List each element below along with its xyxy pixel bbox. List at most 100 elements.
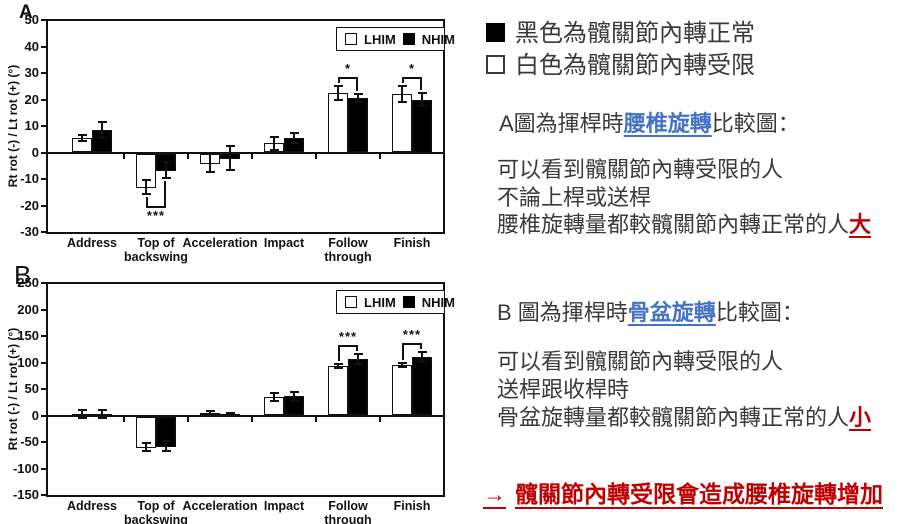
legend-swatch-lhim xyxy=(345,296,357,308)
chart-b-bar-LHIM-4 xyxy=(328,366,348,416)
chart-b-x-tick-mark xyxy=(315,415,317,422)
chart-a-error-bar xyxy=(209,153,211,173)
chart-a-error-bar xyxy=(421,92,423,107)
chart-b-y-tick-label: 150 xyxy=(17,328,39,343)
chart-b-y-tick-mark xyxy=(41,361,47,364)
section-a-line3: 腰椎旋轉量都較髖關節內轉正常的人大 xyxy=(497,211,871,239)
chart-b-y-tick-label: 0 xyxy=(31,407,39,423)
chart-a-y-tick-label: 0 xyxy=(31,144,39,160)
section-b-line3-text: 骨盆旋轉量都較髖關節內轉正常的人 xyxy=(497,405,850,430)
chart-b-sig-leg xyxy=(402,343,404,361)
chart-b-sig-leg xyxy=(356,345,358,352)
chart-a-sig-stars: *** xyxy=(146,207,166,223)
chart-b-error-cap-top xyxy=(225,411,235,414)
chart-a-error-bar xyxy=(81,135,83,141)
chart-b-y-tick-label: 100 xyxy=(17,354,39,370)
white-key-text: 白色為髖關節內轉受限 xyxy=(515,52,755,79)
chart-a-category-label: Acceleration xyxy=(182,236,258,250)
chart-b-category-label: Top of backswing xyxy=(124,499,188,524)
section-b-accent: 小 xyxy=(849,405,872,430)
chart-b-error-bar xyxy=(337,364,339,369)
chart-b-error-cap-top xyxy=(269,392,279,395)
chart-a-bar-NHIM-4 xyxy=(348,98,368,153)
chart-a-error-bar xyxy=(401,86,403,103)
black-square-icon xyxy=(486,23,505,42)
chart-b-y-tick-mark xyxy=(41,467,47,470)
chart-a-error-bar xyxy=(357,94,359,103)
chart-a-error-cap-bottom xyxy=(225,168,235,171)
black-key-text: 黑色為髖關節內轉正常 xyxy=(515,20,755,47)
chart-a-error-bar xyxy=(337,86,339,100)
chart-a-y-tick-mark xyxy=(41,231,47,233)
chart-b-error-cap-top xyxy=(289,390,299,393)
chart-a-sig-bracket xyxy=(402,77,422,80)
section-b-line2: 送桿跟收桿時 xyxy=(497,377,630,402)
chart-a-sig-leg xyxy=(420,77,422,90)
chart-a-y-tick-mark xyxy=(41,178,47,180)
heading-b-suffix: 比較圖： xyxy=(715,300,804,325)
chart-a-sig-leg xyxy=(164,180,166,208)
chart-a-y-tick-mark xyxy=(41,98,47,101)
chart-b-y-tick-mark xyxy=(41,282,47,284)
chart-b-category-label: Acceleration xyxy=(182,499,258,513)
chart-a-sig-leg xyxy=(402,77,404,84)
chart-a-error-bar xyxy=(293,132,295,144)
chart-a-sig-stars: * xyxy=(344,61,352,77)
chart-b-error-bar xyxy=(165,441,167,451)
section-b-body: 可以看到髖關節內轉受限的人 送桿跟收桿時 骨盆旋轉量都較髖關節內轉正常的人小 xyxy=(497,348,871,432)
color-key-line-black: 黑色為髖關節內轉正常 xyxy=(486,18,755,50)
panel-label-a: A xyxy=(19,2,33,23)
chart-a-error-cap-top xyxy=(289,131,299,134)
chart-b-error-cap-bottom xyxy=(417,360,427,363)
chart-b-zero-line xyxy=(47,414,443,417)
chart-b-legend: LHIM NHIM xyxy=(336,290,455,314)
chart-a-error-cap-bottom xyxy=(417,105,427,108)
chart-b-error-cap-bottom xyxy=(397,366,407,369)
chart-b-error-cap-bottom xyxy=(269,399,279,402)
chart-b-category-label: Follow through xyxy=(324,499,372,524)
conclusion-line: → 髖關節內轉受限會造成腰椎旋轉增加 xyxy=(483,475,883,509)
chart-a-zero-line xyxy=(47,151,443,154)
chart-b-error-cap-bottom xyxy=(225,413,235,416)
chart-a-y-tick-mark xyxy=(41,125,47,127)
panel-label-b: B xyxy=(14,260,32,290)
chart-b-plot-area xyxy=(46,282,445,497)
chart-b-category-label: Finish xyxy=(393,499,431,513)
chart-b-error-cap-bottom xyxy=(141,450,151,452)
heading-a-suffix: 比較圖： xyxy=(711,111,800,136)
chart-b-error-cap-top xyxy=(417,351,427,354)
chart-a-error-cap-top xyxy=(333,85,343,88)
section-a-body: 可以看到髖關節內轉受限的人 不論上桿或送桿 腰椎旋轉量都較髖關節內轉正常的人大 xyxy=(497,156,871,239)
chart-a-y-tick-label: -30 xyxy=(20,224,39,239)
chart-b-sig-leg xyxy=(338,345,340,362)
arrow-icon: → xyxy=(483,481,506,507)
chart-a-bar-NHIM-5 xyxy=(412,99,432,153)
chart-a-error-cap-top xyxy=(161,160,171,163)
chart-a-category-label: Follow through xyxy=(324,236,372,264)
chart-a-y-tick-label: 20 xyxy=(24,91,39,107)
section-a-heading: A圖為揮桿時腰椎旋轉比較圖： xyxy=(499,106,800,138)
chart-b-error-bar xyxy=(101,410,103,418)
chart-a-error-cap-top xyxy=(397,85,407,88)
chart-b-y-tick-label: -50 xyxy=(20,434,39,449)
chart-b-x-tick-mark xyxy=(187,415,189,422)
chart-b-x-tick-mark xyxy=(379,415,381,422)
section-a-line2: 不論上桿或送桿 xyxy=(497,184,652,210)
chart-b-error-bar xyxy=(81,409,83,419)
chart-b-error-bar xyxy=(229,412,231,415)
chart-b-sig-stars: *** xyxy=(402,327,422,343)
chart-b-error-cap-bottom xyxy=(205,413,215,416)
chart-b-sig-bracket xyxy=(338,345,358,348)
chart-b-error-cap-top xyxy=(161,440,171,443)
chart-b-error-cap-top xyxy=(141,441,151,444)
chart-a-error-cap-top xyxy=(141,179,151,182)
chart-a-error-cap-bottom xyxy=(141,192,151,195)
chart-a-error-bar xyxy=(273,136,275,150)
chart-b-category-label: Address xyxy=(66,499,118,513)
chart-a-category-label: Address xyxy=(66,236,118,250)
chart-a-error-cap-bottom xyxy=(97,136,107,139)
white-square-icon xyxy=(486,55,505,74)
chart-b-y-tick-label: -100 xyxy=(12,460,39,476)
chart-b-y-tick-label: 200 xyxy=(17,301,39,317)
chart-b-y-tick-mark xyxy=(41,388,47,390)
